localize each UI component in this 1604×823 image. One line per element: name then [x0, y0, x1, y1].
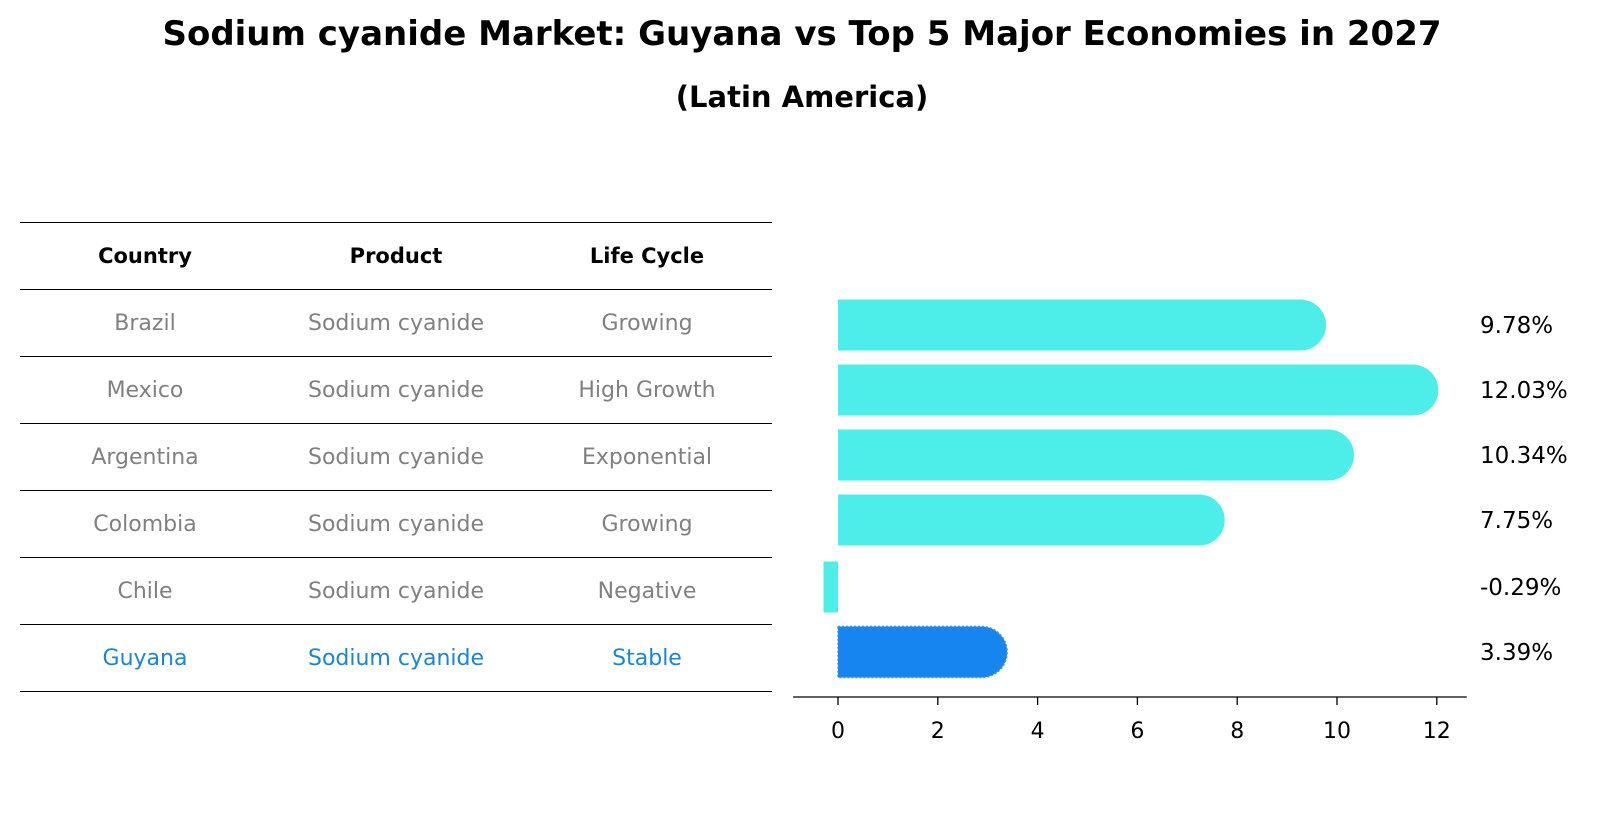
life-cycle-cell: Growing [601, 310, 693, 336]
column-header-country: Country [98, 244, 192, 268]
data-label: 9.78% [1480, 313, 1553, 339]
life-cycle-cell: High Growth [578, 377, 716, 403]
product-cell: Sodium cyanide [307, 377, 485, 403]
bar [823, 561, 838, 613]
table-row: Argentina Sodium cyanide Exponential [20, 423, 772, 490]
table-row: Colombia Sodium cyanide Growing [20, 490, 772, 557]
data-label: 7.75% [1480, 508, 1553, 534]
data-label: 10.34% [1480, 443, 1568, 469]
country-cell: Guyana [102, 645, 188, 671]
life-cycle-cell: Stable [612, 645, 682, 671]
x-tick-label: 0 [831, 719, 845, 744]
x-tick-label: 8 [1230, 719, 1244, 744]
data-label: -0.29% [1480, 575, 1561, 601]
life-cycle-cell: Growing [601, 511, 693, 537]
x-tick-label: 4 [1031, 719, 1045, 744]
table-row: Mexico Sodium cyanide High Growth [20, 356, 772, 423]
product-cell: Sodium cyanide [307, 310, 485, 336]
x-tick-label: 2 [931, 719, 945, 744]
x-tick-label: 10 [1323, 719, 1351, 744]
chart-title: Sodium cyanide Market: Guyana vs Top 5 M… [162, 14, 1442, 54]
country-cell: Chile [117, 578, 173, 604]
table-row: Chile Sodium cyanide Negative [20, 557, 772, 624]
bar [838, 299, 1327, 351]
data-label: 3.39% [1480, 640, 1553, 666]
life-cycle-cell: Negative [597, 578, 697, 604]
x-tick-label: 12 [1423, 719, 1451, 744]
table-row: Brazil Sodium cyanide Growing [20, 289, 772, 356]
bar [838, 494, 1225, 546]
comparison-table: Country Product Life Cycle Brazil Sodium… [20, 222, 772, 692]
chart-subtitle: (Latin America) [675, 80, 929, 114]
country-cell: Colombia [93, 511, 197, 537]
country-cell: Mexico [106, 377, 184, 403]
product-cell: Sodium cyanide [307, 645, 485, 671]
x-tick-label: 6 [1130, 719, 1144, 744]
table-row-highlighted: Guyana Sodium cyanide Stable [20, 624, 772, 692]
data-label: 12.03% [1480, 378, 1568, 404]
country-cell: Brazil [114, 310, 176, 336]
product-cell: Sodium cyanide [307, 444, 485, 470]
country-cell: Argentina [91, 444, 199, 470]
life-cycle-cell: Exponential [581, 444, 713, 470]
bar [838, 364, 1439, 416]
bar [838, 429, 1354, 481]
bar-highlighted [837, 625, 1008, 679]
product-cell: Sodium cyanide [307, 578, 485, 604]
product-cell: Sodium cyanide [307, 511, 485, 537]
column-header-product: Product [349, 244, 443, 268]
column-header-life-cycle: Life Cycle [589, 244, 705, 268]
table-header-row: Country Product Life Cycle [20, 222, 772, 289]
